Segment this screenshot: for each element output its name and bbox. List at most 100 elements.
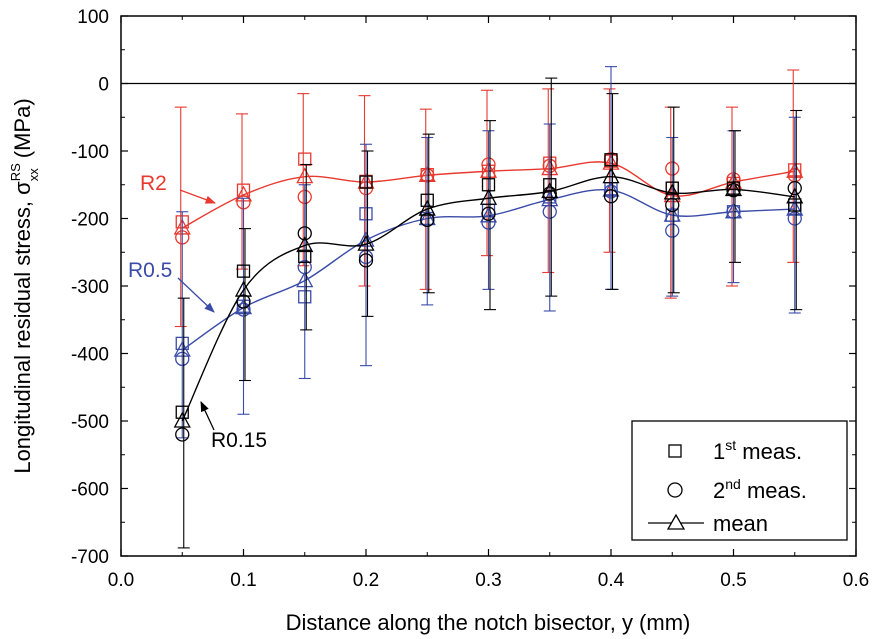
x-tick-label: 0.5	[720, 570, 746, 591]
x-tick-label: 0.1	[230, 570, 256, 591]
mean-point-r05	[296, 271, 314, 288]
mean-point-r015	[234, 280, 253, 297]
legend-mean-label: mean	[713, 511, 768, 536]
mean-point-r05	[418, 209, 436, 226]
first-meas-point-r015	[788, 198, 802, 212]
first-meas-point-r015	[298, 249, 312, 263]
mean-point-r05	[724, 202, 743, 219]
x-tick-label: 0.2	[353, 570, 379, 591]
x-tick-label: 0.6	[843, 570, 869, 591]
second-meas-point-r015	[787, 180, 802, 196]
legend-triangle-marker	[666, 513, 686, 530]
annotation-r015: R0.15	[200, 401, 267, 452]
second-meas-point-r015	[297, 226, 312, 241]
second-meas-point-r015	[175, 427, 190, 442]
annotation-r05: R0.5	[128, 259, 215, 313]
first-meas-point-r05	[175, 336, 189, 351]
mean-point-r015	[479, 188, 498, 205]
second-meas-point-r05	[603, 184, 619, 199]
legend-first-meas-label: 1st meas.	[713, 437, 802, 464]
annotation-r2-arrow	[179, 189, 216, 204]
legend-second-meas-sup: nd	[725, 476, 741, 492]
first-meas-point-r015	[175, 405, 189, 419]
x-tick-label: 0.3	[475, 570, 501, 591]
mean-point-r05	[173, 340, 191, 357]
mean-point-r05	[479, 206, 498, 223]
annotation-r05-arrow	[177, 277, 215, 313]
y-tick-label: -200	[71, 210, 109, 231]
mean-point-r015	[541, 182, 559, 199]
annotation-r2-label: R2	[140, 172, 167, 195]
x-tick-label: 0.0	[108, 570, 134, 591]
mean-point-r2	[296, 167, 314, 184]
y-tick-label: 0	[98, 75, 109, 96]
second-meas-point-r05	[175, 351, 190, 367]
second-meas-point-r015	[420, 212, 435, 228]
mean-point-r015	[418, 199, 436, 216]
y-tick-label: -600	[71, 480, 109, 501]
legend-entry-first-meas: 1st meas.	[668, 437, 802, 464]
y-axis-title-unit: (MPa)	[10, 98, 35, 158]
mean-point-r015	[357, 234, 375, 251]
second-meas-point-r05	[481, 215, 496, 230]
legend-first-meas-sup: st	[725, 437, 736, 453]
legend-second-meas-text: meas.	[741, 478, 807, 503]
y-tick-label: -400	[71, 345, 109, 366]
mean-point-r015	[173, 411, 191, 428]
y-tick-label: -300	[71, 277, 109, 298]
y-axis-title-sup: RS	[8, 163, 23, 181]
mean-point-r05	[602, 180, 620, 197]
mean-point-r05	[663, 205, 681, 222]
y-axis-title-main: Longitudinal residual stress, σ	[10, 181, 35, 474]
second-meas-point-r015	[603, 189, 619, 204]
second-meas-point-r05	[236, 302, 251, 317]
x-tick-label: 0.4	[598, 570, 625, 591]
series-r05	[173, 66, 804, 439]
first-meas-point-r015	[420, 193, 434, 207]
legend-box	[631, 420, 848, 541]
annotation-r015-label: R0.15	[211, 429, 267, 452]
mean-point-r015	[602, 167, 620, 184]
legend-entry-second-meas: 2nd meas.	[667, 476, 807, 503]
annotation-r05-label: R0.5	[128, 259, 172, 282]
mean-point-r05	[357, 230, 375, 247]
y-tick-label: -500	[71, 412, 109, 433]
second-meas-point-r015	[358, 253, 374, 268]
mean-point-r015	[724, 180, 743, 197]
series-layer	[173, 66, 804, 549]
legend-second-meas-num: 2	[713, 478, 725, 503]
y-axis-title-sub: xx	[26, 168, 41, 182]
legend-circle-marker	[667, 482, 683, 498]
x-axis-title: Distance along the notch bisector, y (mm…	[286, 610, 691, 635]
mean-point-r015	[786, 187, 804, 204]
legend-first-meas-text: meas.	[736, 439, 802, 464]
legend-square-marker	[668, 444, 682, 458]
second-meas-point-r015	[726, 182, 741, 198]
mean-point-r015	[296, 236, 314, 253]
second-meas-point-r015	[236, 294, 251, 309]
legend: 1st meas. 2nd meas. mean	[631, 420, 848, 541]
legend-entry-mean: mean	[648, 511, 768, 536]
first-meas-point-r015	[236, 264, 251, 278]
y-axis-title: Longitudinal residual stress, σRS xx (MPa)	[8, 98, 41, 473]
first-meas-point-r05	[359, 207, 373, 221]
second-meas-point-r015	[542, 186, 557, 201]
mean-point-r05	[786, 199, 804, 216]
first-meas-point-r015	[359, 175, 373, 189]
y-tick-label: -700	[71, 547, 109, 568]
first-meas-point-r015	[543, 178, 557, 192]
plot-frame	[120, 15, 857, 557]
legend-second-meas-label: 2nd meas.	[713, 476, 807, 503]
first-meas-point-r05	[298, 290, 312, 304]
mean-point-r015	[663, 183, 681, 200]
second-meas-point-r015	[481, 206, 496, 221]
second-meas-point-r05	[665, 223, 680, 238]
y-tick-label: -100	[71, 142, 109, 163]
series-r015	[173, 77, 804, 549]
y-tick-label: 100	[77, 7, 109, 28]
second-meas-point-r05	[787, 211, 802, 226]
annotation-r2: R2	[140, 172, 216, 204]
annotation-r015-arrow	[200, 401, 215, 431]
first-meas-point-r015	[604, 153, 618, 167]
